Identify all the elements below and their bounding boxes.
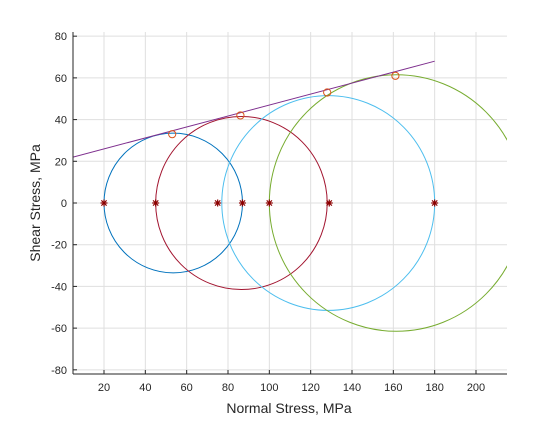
marker-stroke — [326, 199, 333, 207]
plot-area — [73, 60, 507, 332]
y-tick-label: 20 — [55, 156, 67, 168]
x-tick-label: 140 — [343, 382, 361, 394]
marker-stroke — [214, 199, 221, 207]
failure-envelope-line — [73, 60, 435, 158]
x-tick-label: 40 — [139, 382, 151, 394]
tangent-point — [323, 88, 332, 97]
y-tick-label: -20 — [51, 240, 67, 252]
tangent-point — [391, 71, 400, 80]
x-tick-label: 100 — [260, 382, 278, 394]
x-tick-label: 120 — [301, 382, 319, 394]
tangent-point — [236, 111, 245, 120]
tangent-point — [168, 130, 177, 139]
marker-stroke — [266, 199, 273, 207]
marker-stroke — [239, 199, 246, 207]
x-tick-label: 80 — [222, 382, 234, 394]
y-tick-label: -60 — [51, 323, 67, 335]
x-tick-label: 20 — [98, 382, 110, 394]
principal-stress-point — [238, 199, 246, 207]
axes: 20 40 60 80 100 120 140 160 180 200 -80 -60 -40 -20 0 2… — [51, 31, 507, 394]
principal-stress-point — [100, 199, 108, 207]
y-tick-label: -40 — [51, 281, 67, 293]
marker-stroke — [100, 199, 108, 207]
y-tick-label: 0 — [61, 198, 67, 210]
y-axis-label: Shear Stress, MPa — [27, 144, 43, 262]
x-tick-label: 60 — [181, 382, 193, 394]
principal-stress-point — [265, 199, 273, 207]
marker-stroke — [152, 199, 159, 207]
marker-stroke — [431, 199, 438, 207]
x-tick-label: 180 — [425, 382, 443, 394]
principal-stress-point — [214, 199, 222, 207]
principal-stress-point — [152, 199, 160, 207]
y-tick-label: 60 — [55, 73, 67, 85]
x-tick-label: 160 — [384, 382, 402, 394]
y-tick-label: -80 — [51, 365, 67, 377]
x-axis-label: Normal Stress, MPa — [226, 400, 351, 416]
x-tick-label: 200 — [467, 382, 485, 394]
y-tick-label: 40 — [55, 115, 67, 127]
y-tick-label: 80 — [55, 31, 67, 43]
principal-stress-point — [431, 199, 439, 207]
principal-stress-point — [325, 199, 333, 207]
